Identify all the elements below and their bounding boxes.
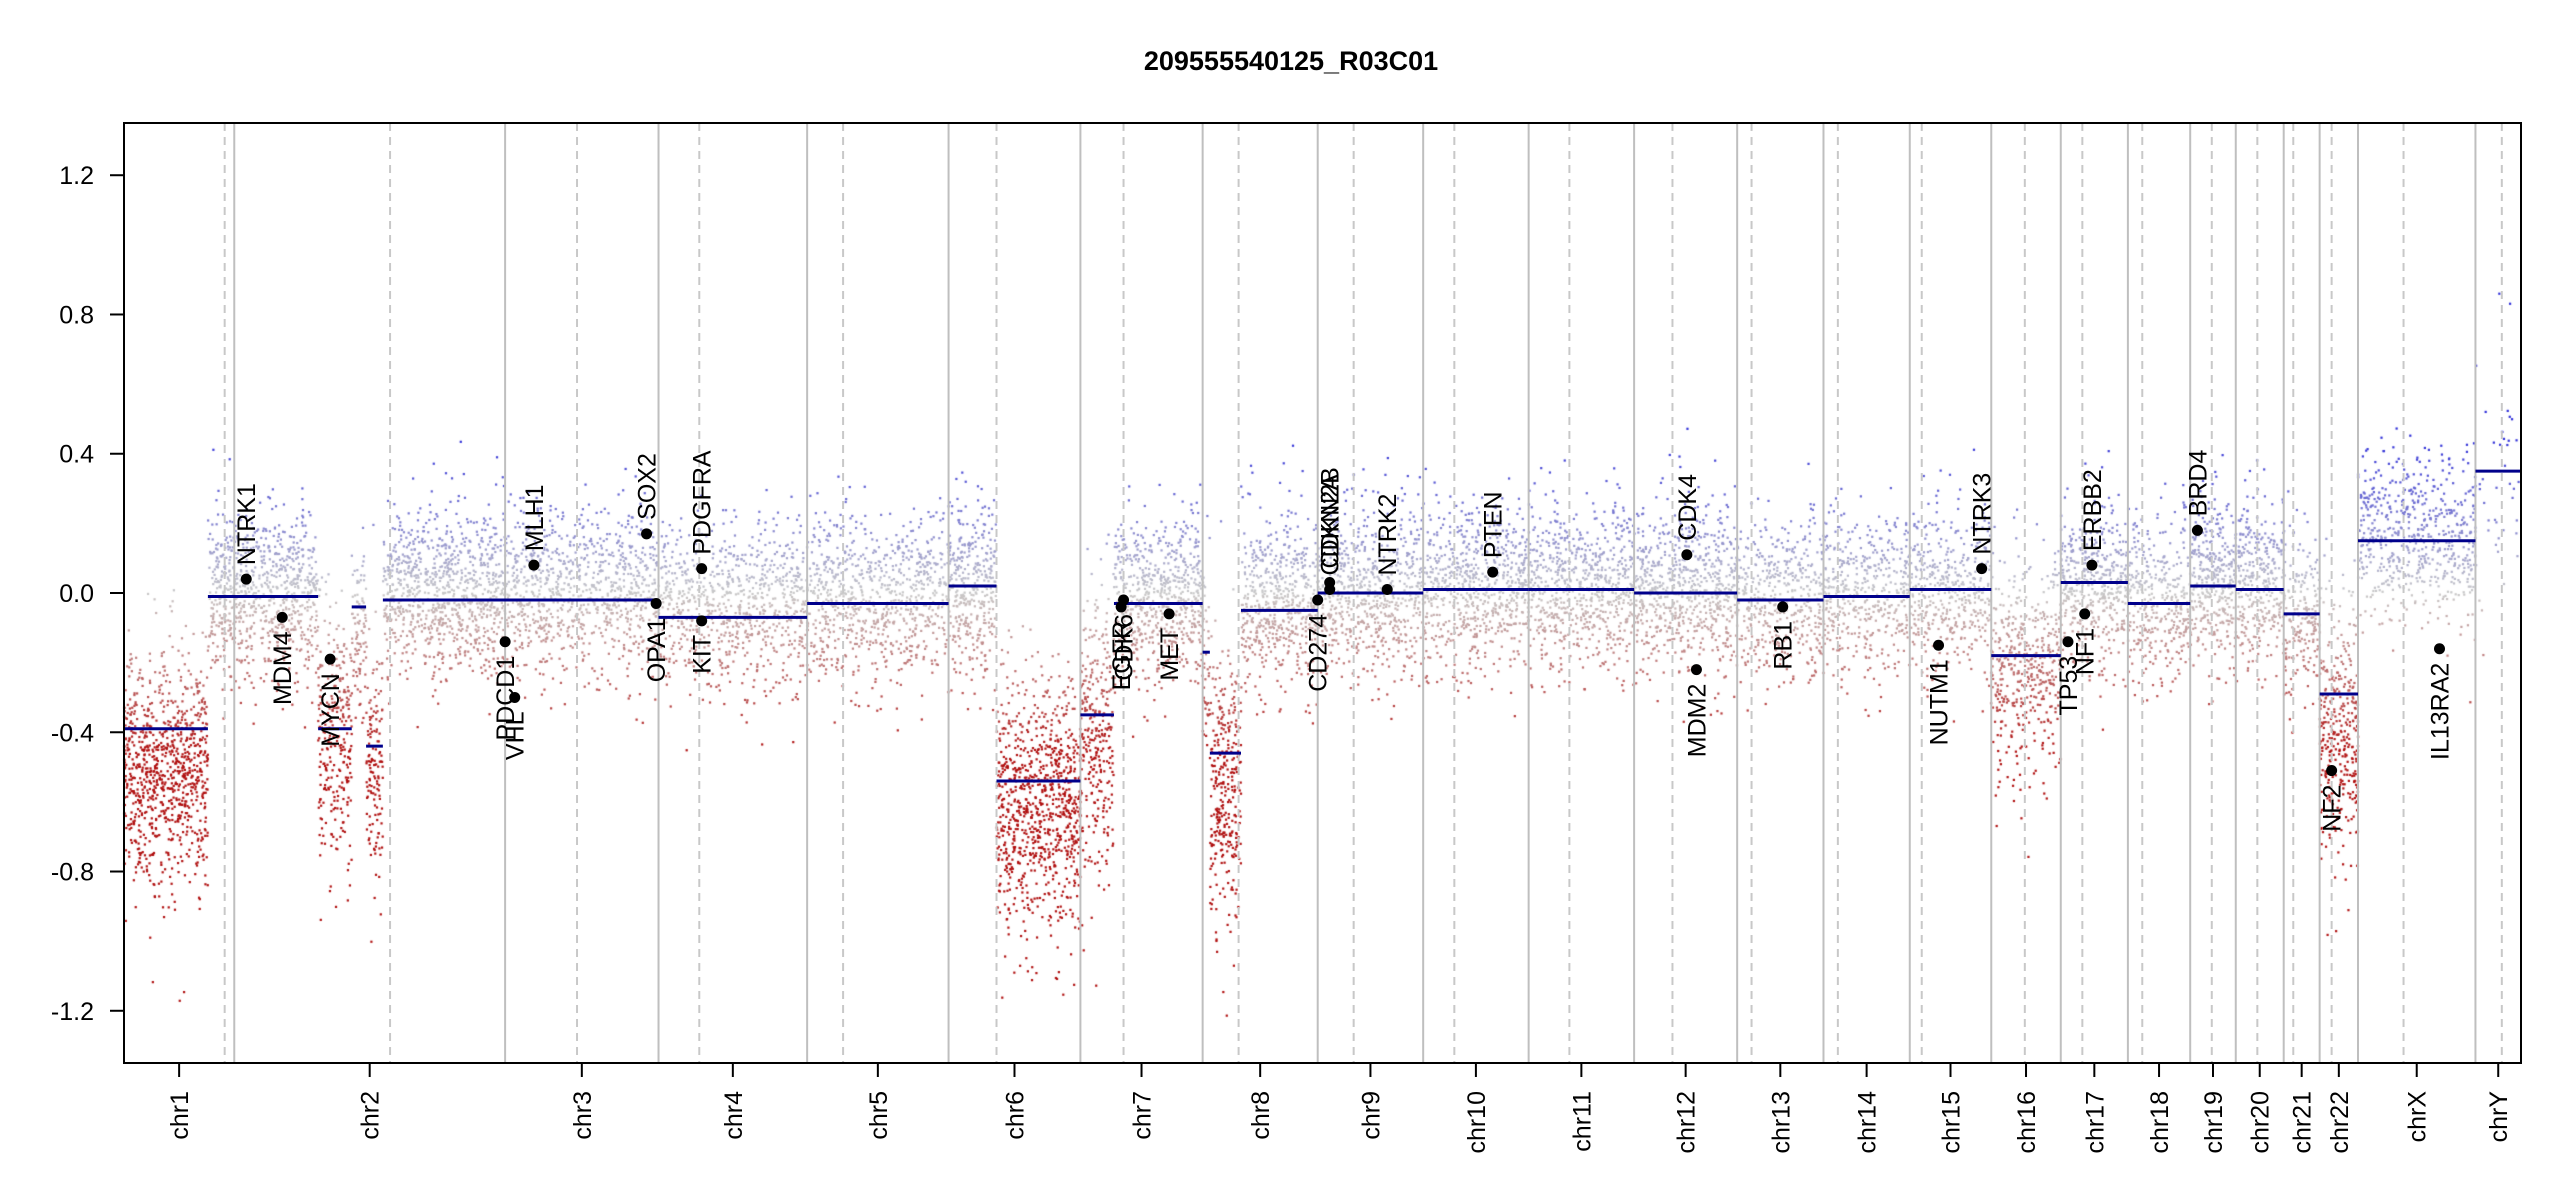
gene-label: CDK6	[1111, 614, 1139, 681]
gene-label: TP53	[2055, 656, 2083, 716]
gene-marker	[2062, 636, 2074, 648]
gene-label: MYCN	[317, 673, 345, 747]
gene-label: CDKN2A	[1317, 474, 1345, 576]
y-tick-label: -0.4	[51, 719, 94, 747]
gene-marker	[2086, 559, 2098, 571]
gene-label: MET	[1156, 628, 1184, 681]
x-tick-label: chr20	[2247, 1091, 2275, 1154]
gene-marker	[1976, 563, 1988, 575]
gene-label: PDGFRA	[689, 450, 717, 555]
x-tick-label: chrX	[2404, 1091, 2432, 1143]
y-tick-label: 1.2	[59, 162, 94, 190]
gene-marker	[1163, 608, 1175, 620]
axes: -1.2 -0.8 -0.4 0.0 0.4 0.8 1.2 chr1 chr2 chr3 chr4…	[51, 122, 2522, 1154]
gene-marker	[650, 597, 662, 609]
x-tick-label: chr5	[865, 1091, 893, 1140]
gene-label: NTRK1	[233, 483, 261, 565]
gene-marker	[1324, 577, 1336, 589]
gene-label: KIT	[689, 635, 717, 674]
gene-marker	[509, 691, 521, 703]
y-tick-label: 0.0	[59, 580, 94, 608]
gene-label: PTEN	[1480, 491, 1508, 558]
x-tick-label: chr8	[1247, 1091, 1275, 1140]
gene-marker	[696, 615, 708, 627]
x-tick-label: chr14	[1854, 1091, 1882, 1154]
gene-marker	[1118, 594, 1130, 606]
x-tick-label: chr9	[1357, 1091, 1385, 1140]
x-tick-label: chr15	[1938, 1091, 1966, 1154]
x-tick-label: chr13	[1767, 1091, 1795, 1154]
y-tick-label: -1.2	[51, 998, 94, 1026]
gene-label: MDM2	[1683, 684, 1711, 758]
gene-label: NF1	[2072, 628, 2100, 675]
x-tick-label: chr17	[2081, 1091, 2109, 1154]
x-tick-label: chr12	[1673, 1091, 1701, 1154]
gene-marker	[1681, 549, 1693, 561]
gene-marker	[2191, 524, 2203, 536]
x-tick-label: chr3	[569, 1091, 597, 1140]
gene-label: NTRK3	[1969, 473, 1997, 555]
gene-marker	[528, 559, 540, 571]
gene-marker	[276, 611, 288, 623]
x-tick-label: chr10	[1463, 1091, 1491, 1154]
x-tick-label: chr7	[1129, 1091, 1157, 1140]
gene-marker	[1777, 601, 1789, 613]
gene-marker	[1312, 594, 1324, 606]
gene-label: BRD4	[2184, 450, 2212, 517]
gene-label: RB1	[1770, 621, 1798, 670]
gene-marker	[1487, 566, 1499, 578]
x-tick-label: chr21	[2289, 1091, 2317, 1154]
gene-label: EGFR	[1108, 621, 1136, 690]
gene-label: CD274	[1305, 614, 1333, 692]
gene-marker	[696, 563, 708, 575]
x-tick-label: chr11	[1568, 1091, 1596, 1152]
gene-label: IL13RA2	[2427, 663, 2455, 760]
gene-label: CDK4	[1674, 474, 1702, 541]
x-tick-label: chr2	[357, 1091, 385, 1140]
y-tick-label: 0.4	[59, 441, 94, 469]
x-tick-label: chrY	[2485, 1091, 2513, 1143]
segment-lines	[124, 469, 2521, 783]
gene-marker	[324, 653, 336, 665]
gene-marker	[2079, 608, 2091, 620]
gene-label: VHL	[502, 711, 530, 760]
gene-marker	[2326, 765, 2338, 777]
x-tick-label: chr16	[2013, 1091, 2041, 1154]
gene-marker	[1690, 664, 1702, 676]
gene-label: MLH1	[521, 484, 549, 551]
gene-label: NTRK2	[1374, 494, 1402, 576]
x-tick-label: chr19	[2200, 1091, 2228, 1154]
chart-title: 209555540125_R03C01	[1144, 46, 1438, 76]
gene-label: MDM4	[269, 631, 297, 705]
gene-marker	[1381, 584, 1393, 596]
gene-marker	[2434, 643, 2446, 655]
x-tick-label: chr1	[166, 1091, 194, 1140]
x-tick-label: chr22	[2326, 1091, 2354, 1154]
gene-label: SOX2	[634, 453, 662, 520]
gene-marker	[499, 636, 511, 648]
x-tick-label: chr4	[720, 1091, 748, 1140]
gene-label: NUTM1	[1926, 659, 1954, 745]
x-tick-label: chr6	[1001, 1091, 1029, 1140]
gene-label: CDKN2B	[1317, 467, 1345, 568]
gene-marker	[641, 528, 653, 540]
gene-label: OPA1	[643, 617, 671, 682]
y-tick-label: 0.8	[59, 301, 94, 329]
x-tick-label: chr18	[2146, 1091, 2174, 1154]
y-tick-label: -0.8	[51, 859, 94, 887]
gene-label: ERBB2	[2079, 469, 2107, 551]
gene-marker	[240, 573, 252, 585]
gene-label: NF2	[2319, 785, 2347, 832]
gene-marker	[1933, 639, 1945, 651]
